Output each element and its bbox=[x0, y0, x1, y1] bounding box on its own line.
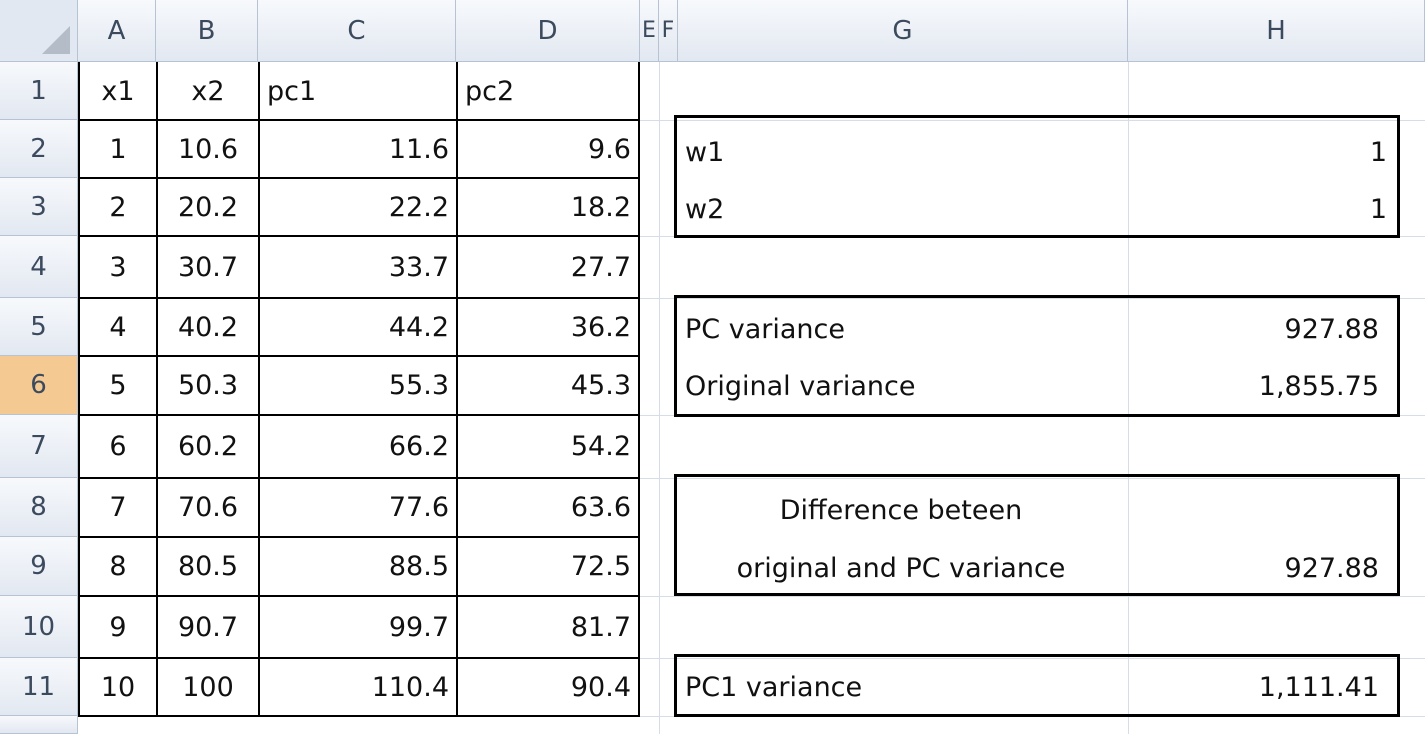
cell-x2[interactable]: 40.2 bbox=[177, 311, 239, 343]
cell-pc2[interactable]: 9.6 bbox=[588, 133, 631, 165]
weights-box bbox=[674, 115, 1400, 238]
row-header-3[interactable]: 3 bbox=[0, 178, 78, 236]
cell-x1[interactable]: 1 bbox=[109, 133, 127, 165]
cell-pc1[interactable]: 33.7 bbox=[388, 251, 449, 283]
cell-d1-pc2-header[interactable]: pc2 bbox=[465, 75, 515, 107]
cell-pc1[interactable]: 55.3 bbox=[388, 370, 449, 401]
cell-x2[interactable]: 30.7 bbox=[177, 251, 239, 283]
row-header-9[interactable]: 9 bbox=[0, 537, 78, 596]
column-header-c[interactable]: C bbox=[258, 0, 456, 62]
cell-x2[interactable]: 90.7 bbox=[177, 611, 239, 643]
pc1-variance-label[interactable]: PC1 variance bbox=[685, 671, 863, 703]
difference-label-line2[interactable]: original and PC variance bbox=[736, 552, 1066, 584]
cell-x1[interactable]: 3 bbox=[109, 251, 127, 283]
cell-pc1[interactable]: 66.2 bbox=[388, 431, 449, 462]
cell-pc1[interactable]: 11.6 bbox=[388, 133, 449, 165]
cell-x1[interactable]: 5 bbox=[109, 370, 127, 401]
cell-x1[interactable]: 10 bbox=[100, 671, 136, 703]
cell-x2[interactable]: 100 bbox=[182, 671, 234, 703]
column-header-d[interactable]: D bbox=[456, 0, 640, 62]
cell-pc2[interactable]: 45.3 bbox=[570, 370, 631, 401]
cell-pc1[interactable]: 110.4 bbox=[371, 671, 449, 703]
variance-box bbox=[674, 295, 1400, 417]
pc-variance-label[interactable]: PC variance bbox=[685, 313, 845, 345]
column-header-f[interactable]: F bbox=[659, 0, 678, 62]
row-header-10[interactable]: 10 bbox=[0, 596, 78, 658]
select-all-corner[interactable] bbox=[0, 0, 78, 62]
cell-pc2[interactable]: 72.5 bbox=[570, 551, 631, 582]
cell-x1[interactable]: 7 bbox=[109, 492, 127, 523]
difference-label-line1[interactable]: Difference beteen bbox=[779, 494, 1023, 526]
column-header-a[interactable]: A bbox=[78, 0, 156, 62]
cell-c1-pc1-header[interactable]: pc1 bbox=[267, 75, 317, 107]
pc1-variance-box bbox=[674, 654, 1400, 717]
w2-label[interactable]: w2 bbox=[685, 193, 725, 225]
cell-pc2[interactable]: 90.4 bbox=[570, 671, 631, 703]
cell-x2[interactable]: 70.6 bbox=[177, 492, 239, 523]
original-variance-value[interactable]: 1,855.75 bbox=[1258, 370, 1379, 402]
original-variance-label[interactable]: Original variance bbox=[685, 370, 916, 402]
cell-x2[interactable]: 20.2 bbox=[177, 191, 239, 223]
cell-x1[interactable]: 9 bbox=[109, 611, 127, 643]
cell-pc1[interactable]: 22.2 bbox=[388, 191, 449, 223]
difference-value[interactable]: 927.88 bbox=[1284, 552, 1379, 584]
row-header-12-partial[interactable] bbox=[0, 716, 78, 734]
cell-pc1[interactable]: 88.5 bbox=[388, 551, 449, 582]
cell-pc1[interactable]: 77.6 bbox=[388, 492, 449, 523]
row-header-8[interactable]: 8 bbox=[0, 478, 78, 537]
cell-x1[interactable]: 6 bbox=[109, 431, 127, 462]
cell-pc2[interactable]: 54.2 bbox=[570, 431, 631, 462]
cell-pc1[interactable]: 44.2 bbox=[388, 311, 449, 343]
cell-x2[interactable]: 10.6 bbox=[177, 133, 239, 165]
row-header-4[interactable]: 4 bbox=[0, 236, 78, 298]
column-header-b[interactable]: B bbox=[156, 0, 258, 62]
row-header-6[interactable]: 6 bbox=[0, 356, 78, 415]
cell-x2[interactable]: 80.5 bbox=[177, 551, 239, 582]
pc-variance-value[interactable]: 927.88 bbox=[1284, 313, 1379, 345]
cell-pc2[interactable]: 81.7 bbox=[570, 611, 631, 643]
pc1-variance-value[interactable]: 1,111.41 bbox=[1258, 671, 1379, 703]
cell-pc2[interactable]: 63.6 bbox=[570, 492, 631, 523]
cell-a1-x1-header[interactable]: x1 bbox=[101, 75, 135, 107]
w1-label[interactable]: w1 bbox=[685, 136, 725, 168]
cell-x1[interactable]: 2 bbox=[109, 191, 127, 223]
row-header-2[interactable]: 2 bbox=[0, 120, 78, 178]
cell-pc1[interactable]: 99.7 bbox=[388, 611, 449, 643]
cell-x2[interactable]: 50.3 bbox=[177, 370, 239, 401]
row-header-1[interactable]: 1 bbox=[0, 62, 78, 120]
row-header-5[interactable]: 5 bbox=[0, 298, 78, 356]
cell-x1[interactable]: 8 bbox=[109, 551, 127, 582]
column-header-h[interactable]: H bbox=[1128, 0, 1425, 62]
difference-box bbox=[674, 474, 1400, 596]
row-header-11[interactable]: 11 bbox=[0, 658, 78, 716]
cell-pc2[interactable]: 18.2 bbox=[570, 191, 631, 223]
row-header-7[interactable]: 7 bbox=[0, 415, 78, 478]
w1-value[interactable]: 1 bbox=[1369, 136, 1387, 168]
column-header-g[interactable]: G bbox=[678, 0, 1128, 62]
cell-pc2[interactable]: 36.2 bbox=[570, 311, 631, 343]
cell-pc2[interactable]: 27.7 bbox=[570, 251, 631, 283]
select-all-icon bbox=[42, 26, 70, 54]
w2-value[interactable]: 1 bbox=[1369, 193, 1387, 225]
cell-b1-x2-header[interactable]: x2 bbox=[191, 75, 225, 107]
column-header-e[interactable]: E bbox=[640, 0, 659, 62]
cell-x2[interactable]: 60.2 bbox=[177, 431, 239, 462]
cell-x1[interactable]: 4 bbox=[109, 311, 127, 343]
